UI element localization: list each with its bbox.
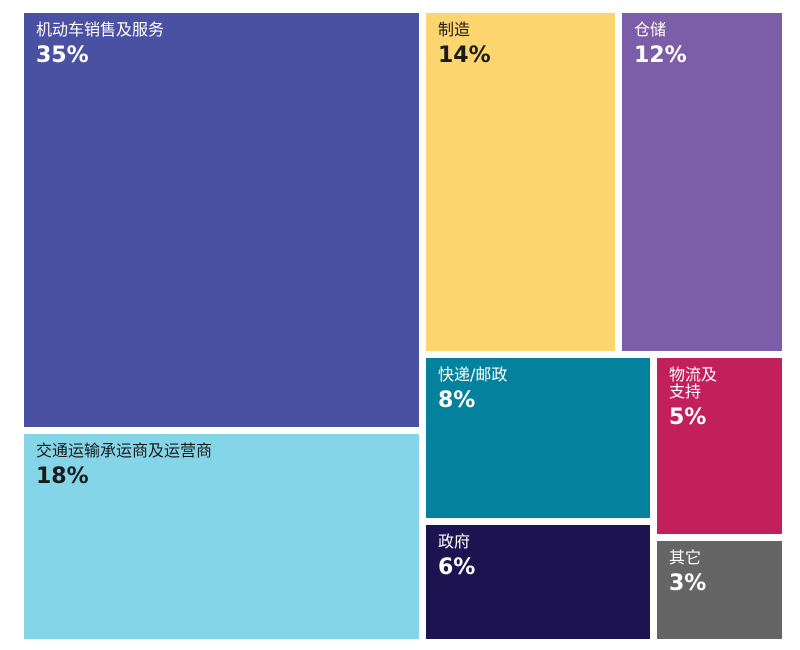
treemap-tile: 仓储 12%	[622, 13, 782, 351]
tile-label: 物流及 支持	[669, 365, 718, 401]
tile-value: 3%	[669, 571, 707, 596]
tile-value: 8%	[438, 388, 476, 413]
treemap-tile: 机动车销售及服务 35%	[24, 13, 419, 427]
tile-label: 机动车销售及服务	[36, 20, 165, 39]
tile-value: 18%	[36, 464, 89, 489]
tile-value: 14%	[438, 43, 491, 68]
treemap-tile: 制造 14%	[426, 13, 615, 351]
tile-value: 35%	[36, 43, 89, 68]
tile-label: 其它	[669, 548, 702, 567]
treemap-tile: 其它 3%	[657, 541, 782, 639]
treemap-tile: 物流及 支持 5%	[657, 358, 782, 534]
tile-label: 快递/邮政	[438, 365, 508, 384]
tile-value: 5%	[669, 405, 707, 430]
tile-value: 6%	[438, 555, 476, 580]
treemap-tile: 交通运输承运商及运营商 18%	[24, 434, 419, 639]
tile-label: 交通运输承运商及运营商	[36, 441, 213, 460]
tile-label: 制造	[438, 20, 471, 39]
treemap-tile: 政府 6%	[426, 525, 650, 639]
tile-label: 政府	[438, 532, 471, 551]
treemap-tile: 快递/邮政 8%	[426, 358, 650, 518]
tile-value: 12%	[634, 43, 687, 68]
tile-label: 仓储	[634, 20, 667, 39]
